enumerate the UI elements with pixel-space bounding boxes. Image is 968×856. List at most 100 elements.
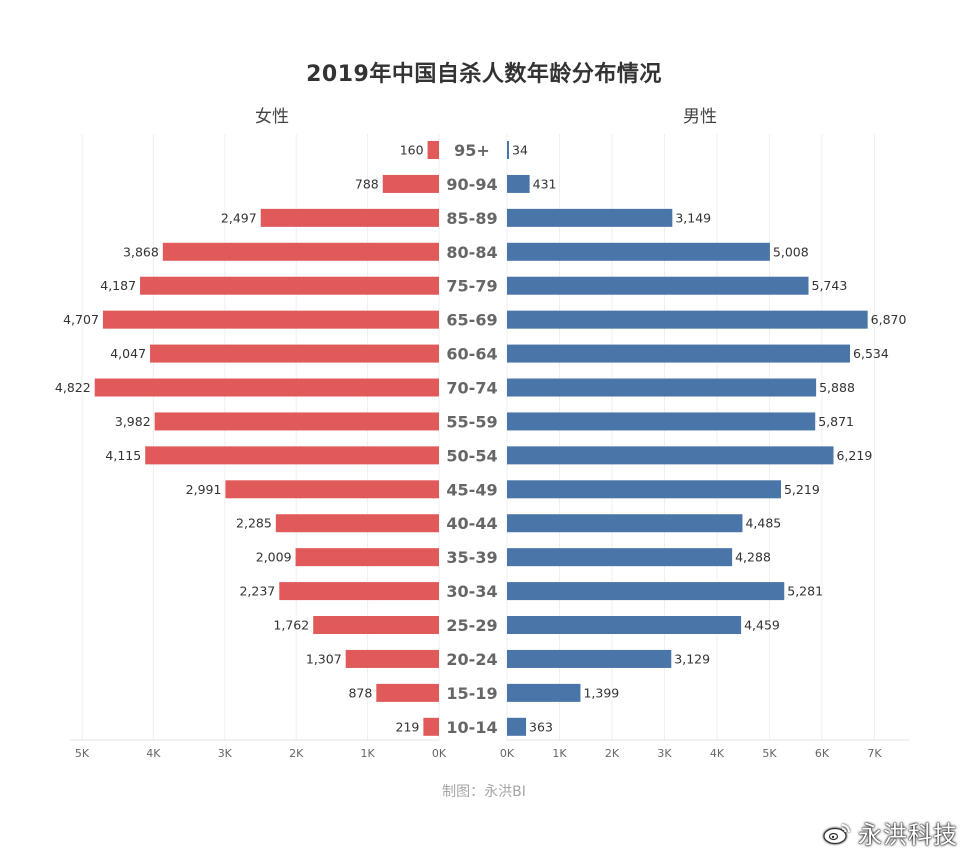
female-bar	[150, 344, 440, 363]
age-group-label: 10-14	[446, 718, 497, 737]
male-value-label: 5,888	[819, 380, 855, 395]
female-value-label: 4,187	[100, 278, 136, 293]
female-bar	[140, 276, 439, 295]
female-value-label: 160	[400, 143, 424, 158]
male-value-label: 3,149	[675, 210, 711, 225]
female-value-label: 4,822	[55, 380, 91, 395]
age-group-label: 15-19	[446, 684, 497, 703]
age-group-label: 85-89	[446, 209, 497, 228]
left-tick-label: 5K	[75, 747, 90, 760]
right-tick-label: 3K	[657, 747, 672, 760]
female-bar	[260, 208, 439, 227]
left-tick-label: 1K	[360, 747, 375, 760]
female-value-label: 2,009	[256, 550, 292, 565]
watermark-text: 永洪科技	[858, 821, 958, 849]
male-bar	[507, 582, 785, 601]
female-bar	[162, 242, 439, 261]
female-bar	[382, 174, 439, 193]
female-bars: 160 788 2,497 3,868 4,187 4,707 4,047 4,822 3,98…	[55, 141, 440, 736]
chart-title: 2019年中国自杀人数年龄分布情况	[306, 62, 662, 87]
female-value-label: 219	[396, 719, 420, 734]
male-bar	[507, 174, 530, 193]
right-axis: 0K 1K 2K 3K 4K 5K 6K 7K	[500, 739, 910, 760]
male-bar	[507, 683, 581, 702]
female-bar	[279, 582, 439, 601]
male-value-label: 5,743	[812, 278, 848, 293]
female-bar	[275, 514, 439, 533]
female-bar	[145, 446, 439, 465]
right-tick-label: 2K	[605, 747, 620, 760]
age-group-label: 55-59	[446, 412, 497, 431]
female-value-label: 4,047	[110, 346, 146, 361]
male-value-label: 5,871	[818, 414, 854, 429]
age-group-label: 75-79	[446, 277, 497, 296]
age-group-label: 65-69	[446, 311, 497, 330]
right-tick-label: 7K	[867, 747, 882, 760]
age-group-label: 90-94	[446, 175, 497, 194]
male-bar	[507, 208, 673, 227]
female-bar	[345, 649, 439, 668]
female-value-label: 4,707	[63, 312, 99, 327]
right-tick-label: 1K	[552, 747, 567, 760]
male-bar	[507, 310, 868, 329]
left-tick-label: 0K	[432, 747, 447, 760]
female-bar	[295, 548, 439, 567]
watermark: 永洪科技	[822, 815, 958, 850]
female-value-label: 878	[348, 685, 372, 700]
female-value-label: 1,762	[273, 618, 309, 633]
male-bar	[507, 717, 527, 736]
age-group-label: 30-34	[446, 582, 497, 601]
male-value-label: 34	[512, 143, 528, 158]
female-value-label: 788	[355, 176, 379, 191]
female-value-label: 2,991	[186, 482, 222, 497]
age-group-label: 35-39	[446, 548, 497, 567]
female-value-label: 4,115	[105, 448, 141, 463]
male-value-label: 363	[529, 719, 553, 734]
age-group-label: 45-49	[446, 480, 497, 499]
left-tick-label: 2K	[289, 747, 304, 760]
male-bar	[507, 649, 672, 668]
left-gridlines	[81, 134, 440, 740]
age-group-label: 40-44	[446, 514, 497, 533]
age-group-label: 20-24	[446, 650, 497, 669]
chart-credit: 制图：永洪BI	[442, 784, 526, 800]
left-axis: 5K 4K 3K 2K 1K 0K	[70, 739, 447, 760]
male-value-label: 431	[533, 176, 557, 191]
left-tick-label: 3K	[218, 747, 233, 760]
male-bars: 34 431 3,149 5,008 5,743 6,870 6,534 5,888 5,871…	[507, 141, 907, 736]
right-tick-label: 0K	[500, 747, 515, 760]
age-group-label: 25-29	[446, 616, 497, 635]
male-value-label: 5,008	[773, 244, 809, 259]
male-value-label: 6,870	[871, 312, 907, 327]
male-value-label: 3,129	[674, 651, 710, 666]
male-value-label: 4,485	[745, 516, 781, 531]
age-group-label: 70-74	[446, 379, 497, 398]
right-tick-label: 5K	[762, 747, 777, 760]
male-value-label: 6,219	[836, 448, 872, 463]
male-bar	[507, 141, 509, 159]
female-series-label: 女性	[255, 107, 289, 127]
male-series-label: 男性	[683, 107, 717, 127]
male-value-label: 5,219	[784, 482, 820, 497]
left-tick-label: 4K	[146, 747, 161, 760]
female-bar	[154, 412, 440, 431]
male-bar	[507, 276, 809, 295]
age-group-label: 95+	[454, 141, 490, 160]
male-bar	[507, 480, 781, 499]
female-bar	[427, 141, 439, 159]
age-group-label: 80-84	[446, 243, 497, 262]
male-value-label: 5,281	[787, 584, 823, 599]
male-value-label: 4,459	[744, 618, 780, 633]
male-bar	[507, 412, 816, 431]
female-value-label: 3,982	[115, 414, 151, 429]
female-bar	[94, 378, 439, 397]
age-group-label: 50-54	[446, 446, 497, 465]
male-bar	[507, 616, 742, 635]
female-bar	[225, 480, 439, 499]
female-value-label: 3,868	[123, 244, 159, 259]
female-bar	[423, 717, 439, 736]
male-value-label: 1,399	[583, 685, 619, 700]
male-bar	[507, 514, 743, 533]
female-value-label: 2,497	[221, 210, 257, 225]
